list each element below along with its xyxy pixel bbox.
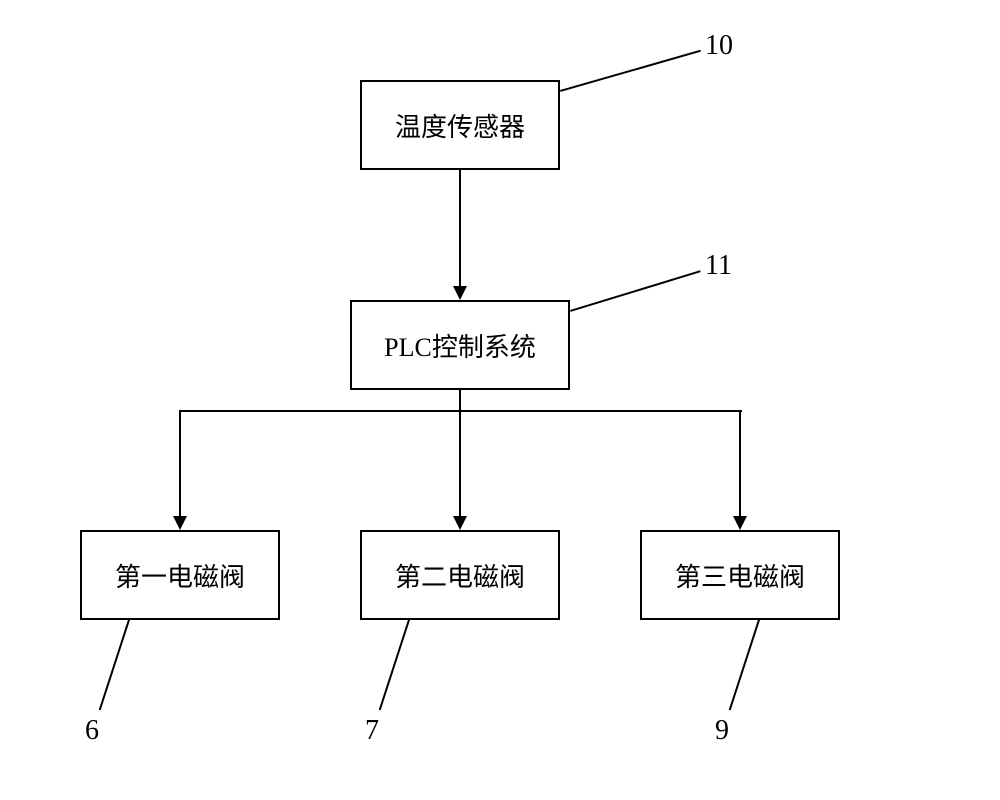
- valve3-node: 第三电磁阀: [640, 530, 840, 620]
- leader-label-sensor: 10: [705, 30, 733, 62]
- arrow-head-icon: [453, 286, 467, 300]
- valve3-label: 第三电磁阀: [675, 557, 805, 594]
- valve2-node: 第二电磁阀: [360, 530, 560, 620]
- valve1-label: 第一电磁阀: [115, 557, 245, 594]
- leader-valve3: [729, 619, 760, 710]
- leader-label-valve1: 6: [85, 715, 99, 747]
- arrow-head-icon: [453, 516, 467, 530]
- edge-sensor-plc: [459, 170, 461, 286]
- leader-label-plc: 11: [705, 250, 732, 282]
- sensor-label: 温度传感器: [395, 107, 525, 144]
- sensor-node: 温度传感器: [360, 80, 560, 170]
- edge-plc-valve3: [739, 410, 741, 516]
- leader-label-valve2: 7: [365, 715, 379, 747]
- leader-valve1: [99, 619, 130, 710]
- arrow-head-icon: [733, 516, 747, 530]
- edge-plc-valve1: [179, 410, 181, 516]
- plc-node: PLC控制系统: [350, 300, 570, 390]
- edge-plc-stub: [459, 390, 461, 412]
- edge-plc-valve2: [459, 410, 461, 516]
- valve1-node: 第一电磁阀: [80, 530, 280, 620]
- valve2-label: 第二电磁阀: [395, 557, 525, 594]
- plc-label: PLC控制系统: [384, 327, 536, 364]
- leader-sensor: [560, 50, 701, 92]
- leader-label-valve3: 9: [715, 715, 729, 747]
- leader-valve2: [379, 619, 410, 710]
- edge-branch-horizontal: [180, 410, 742, 412]
- arrow-head-icon: [173, 516, 187, 530]
- flowchart-diagram: 温度传感器 PLC控制系统 第一电磁阀 第二电磁阀 第三电磁阀 10 11 6 …: [80, 50, 920, 750]
- leader-plc: [570, 270, 701, 312]
